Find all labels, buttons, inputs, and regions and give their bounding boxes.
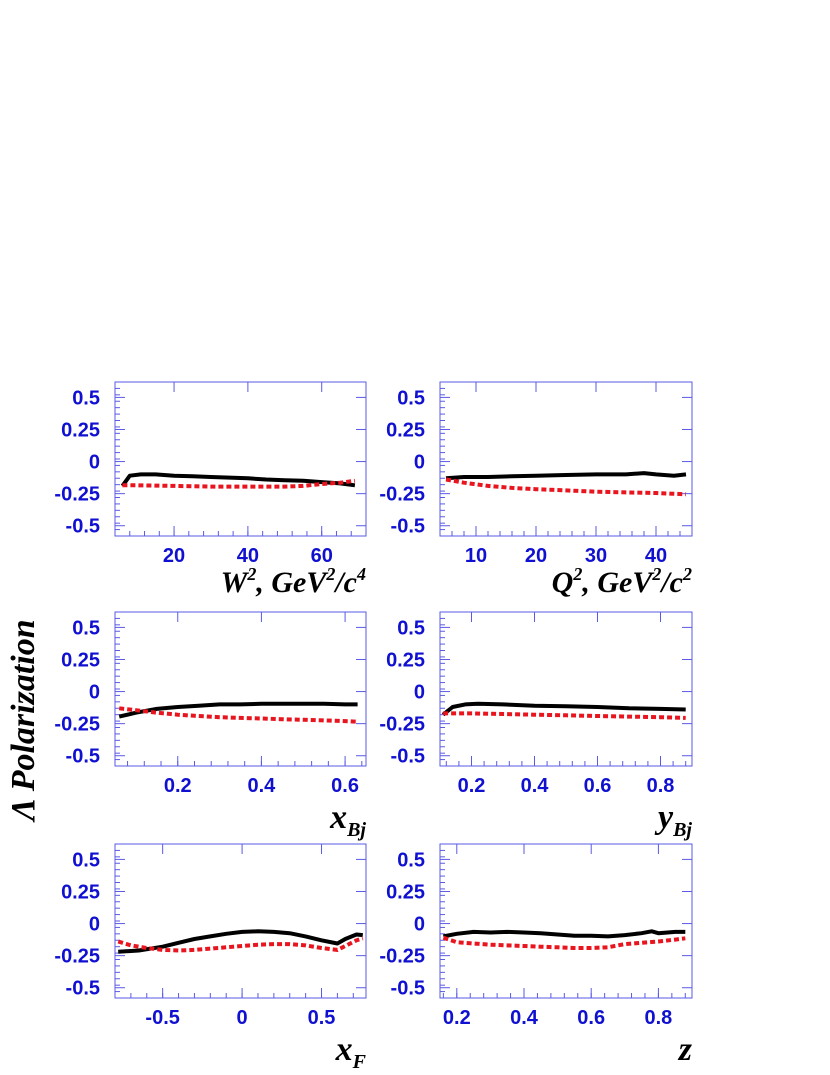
x-axis-title-xbj: xBj <box>329 799 366 841</box>
panel-frame-w2 <box>114 381 367 537</box>
panel-xf: 0.50.250-0.25-0.5-0.5 0 0.5xF <box>54 843 367 1073</box>
ytick-label-q2: 0 <box>414 452 425 474</box>
xtick-label-z: 0.4 <box>510 1007 539 1029</box>
ytick-label-xbj: 0 <box>89 682 100 704</box>
xtick-label-ybj: 0.6 <box>584 775 612 797</box>
ytick-label-ybj: 0 <box>414 682 425 704</box>
ytick-label-xf: 0.25 <box>61 881 100 903</box>
series-solid-q2 <box>445 471 687 481</box>
panel-frame-q2 <box>439 381 693 537</box>
ytick-label-w2: 0.5 <box>72 387 100 409</box>
series-dotted-ybj <box>443 711 686 720</box>
ytick-label-z: -0.5 <box>391 978 425 1000</box>
ytick-label-xbj: -0.25 <box>54 714 100 736</box>
series-solid-w2 <box>120 472 356 488</box>
ytick-label-ybj: 0.5 <box>397 617 425 639</box>
ytick-label-z: 0.5 <box>397 849 425 871</box>
xtick-label-ybj: 0.2 <box>458 775 486 797</box>
xtick-label-q2: 40 <box>645 545 667 567</box>
ytick-label-z: -0.25 <box>379 946 425 968</box>
x-axis-title-xf: xF <box>335 1031 367 1073</box>
ytick-label-w2: 0 <box>89 452 100 474</box>
xtick-label-xf: 0 <box>237 1007 248 1029</box>
ytick-label-w2: -0.5 <box>66 516 100 538</box>
xtick-label-xf: -0.5 <box>145 1007 179 1029</box>
x-axis-title-ybj: yBj <box>654 799 692 841</box>
series-dotted-z <box>442 935 686 950</box>
series-solid-z <box>443 929 686 939</box>
xtick-label-z: 0.8 <box>644 1007 672 1029</box>
ytick-label-q2: -0.5 <box>391 516 425 538</box>
ytick-label-w2: -0.25 <box>54 484 100 506</box>
series-dotted-q2 <box>445 477 687 497</box>
series-solid-xf <box>118 929 363 954</box>
ytick-label-xbj: -0.5 <box>66 746 100 768</box>
xtick-label-w2: 60 <box>311 545 333 567</box>
xtick-label-w2: 20 <box>163 545 185 567</box>
panel-frame-xf <box>114 843 367 999</box>
series-dotted-xbj <box>118 706 358 724</box>
ytick-label-w2: 0.25 <box>61 419 100 441</box>
xtick-label-z: 0.6 <box>577 1007 605 1029</box>
xtick-label-z: 0.2 <box>443 1007 471 1029</box>
ytick-label-q2: 0.25 <box>386 419 425 441</box>
ytick-label-xf: 0 <box>89 914 100 936</box>
panel-frame-z <box>439 843 693 999</box>
xtick-label-xbj: 0.4 <box>248 775 277 797</box>
ytick-label-z: 0 <box>414 914 425 936</box>
ytick-label-xf: 0.5 <box>72 849 100 871</box>
x-axis-title-z: z <box>678 1031 693 1068</box>
series-dotted-xf <box>117 936 364 953</box>
x-axis-title-w2: W2, GeV2/c4 <box>221 564 366 599</box>
ytick-label-ybj: -0.25 <box>379 714 425 736</box>
x-axis-title-q2: Q2, GeV2/c2 <box>552 564 692 599</box>
series-solid-xbj <box>118 701 358 719</box>
xtick-label-ybj: 0.8 <box>647 775 675 797</box>
panel-z: 0.5 0.25 0 -0.25 -0.5 0.2 0.4 0.6 0.8 z <box>379 843 693 1068</box>
ytick-label-ybj: 0.25 <box>386 649 425 671</box>
ytick-label-ybj: -0.5 <box>391 746 425 768</box>
ytick-label-q2: -0.25 <box>379 484 425 506</box>
xtick-label-ybj: 0.4 <box>521 775 550 797</box>
y-axis-title: Λ Polarization <box>5 619 42 822</box>
xtick-label-xf: 0.5 <box>308 1007 336 1029</box>
xtick-label-w2: 40 <box>237 545 259 567</box>
ytick-label-q2: 0.5 <box>397 387 425 409</box>
ytick-label-xbj: 0.5 <box>72 617 100 639</box>
xtick-label-q2: 10 <box>465 545 487 567</box>
ytick-label-xbj: 0.25 <box>61 649 100 671</box>
xtick-label-xbj: 0.6 <box>331 775 359 797</box>
xtick-label-q2: 20 <box>525 545 547 567</box>
ytick-label-xf: -0.25 <box>54 946 100 968</box>
xtick-label-q2: 30 <box>585 545 607 567</box>
ytick-label-xf: -0.5 <box>66 978 100 1000</box>
ytick-label-z: 0.25 <box>386 881 425 903</box>
panel-frame-ybj <box>439 611 693 767</box>
series-dotted-w2 <box>122 478 356 489</box>
series-solid-ybj <box>441 701 686 717</box>
panel-frame-xbj <box>114 611 367 767</box>
xtick-label-xbj: 0.2 <box>164 775 192 797</box>
